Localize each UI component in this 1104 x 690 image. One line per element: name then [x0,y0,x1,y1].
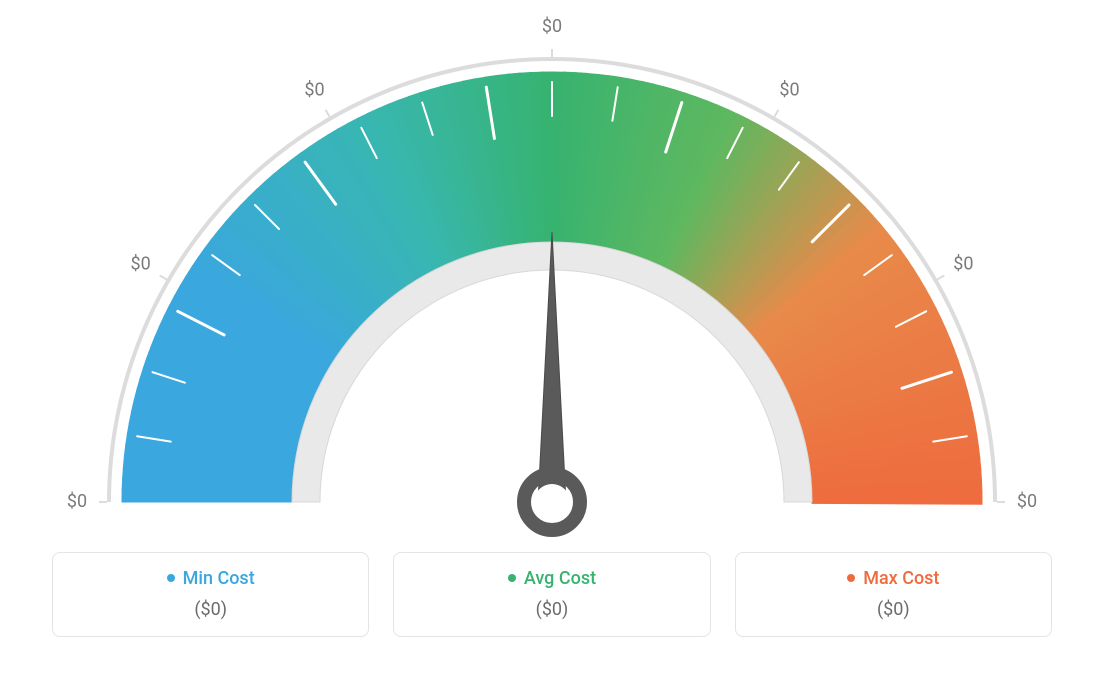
legend-row: Min Cost ($0) Avg Cost ($0) Max Cost ($0… [52,552,1052,637]
gauge-tick-label: $0 [953,253,973,274]
legend-value: ($0) [65,599,356,620]
dot-icon [847,574,855,582]
dot-icon [508,574,516,582]
gauge: $0 $0 $0 $0 $0 $0 $0 [40,12,1064,552]
gauge-tick-label: $0 [542,16,562,37]
legend-value: ($0) [748,599,1039,620]
legend-card-max: Max Cost ($0) [735,552,1052,637]
gauge-tick-label: $0 [304,79,324,100]
chart-container: $0 $0 $0 $0 $0 $0 $0 Min Cost ($0) Avg Cost ($… [0,0,1104,690]
legend-label: Max Cost [863,568,939,589]
legend-card-min: Min Cost ($0) [52,552,369,637]
gauge-needle-base-inner [534,484,570,520]
gauge-tick-label: $0 [131,253,151,274]
gauge-tick-label: $0 [1017,491,1037,512]
legend-title-min: Min Cost [167,568,255,589]
gauge-needle [538,232,566,502]
legend-value: ($0) [406,599,697,620]
legend-label: Min Cost [183,568,255,589]
legend-title-avg: Avg Cost [508,568,596,589]
dot-icon [167,574,175,582]
gauge-tick-label: $0 [779,79,799,100]
legend-title-max: Max Cost [847,568,939,589]
legend-card-avg: Avg Cost ($0) [393,552,710,637]
gauge-tick-label: $0 [67,491,87,512]
legend-label: Avg Cost [524,568,596,589]
